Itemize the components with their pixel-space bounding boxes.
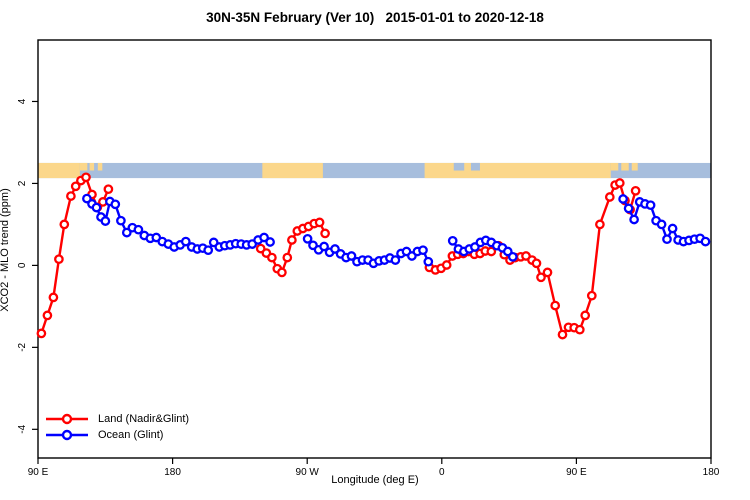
ocean-series-swatch-icon bbox=[46, 429, 88, 441]
legend-label-ocean: Ocean (Glint) bbox=[98, 429, 164, 441]
map-strip-land-segment bbox=[79, 162, 88, 171]
series-ocean-marker bbox=[623, 203, 634, 214]
y-tick-label: 0 bbox=[17, 262, 28, 268]
series-ocean-marker bbox=[110, 199, 121, 210]
legend-label-land: Land (Nadir&Glint) bbox=[98, 413, 190, 425]
map-strip-land-segment bbox=[621, 162, 629, 171]
legend-item-land: Land (Nadir&Glint) bbox=[44, 411, 189, 427]
series-ocean-marker bbox=[180, 236, 191, 247]
series-land-marker bbox=[282, 252, 293, 263]
y-tick-label: 2 bbox=[17, 180, 28, 186]
x-tick-label: 180 bbox=[164, 467, 181, 478]
map-strip-ocean-notch bbox=[453, 162, 465, 171]
legend-item-ocean: Ocean (Glint) bbox=[44, 427, 189, 443]
series-land-marker bbox=[574, 324, 585, 335]
series-ocean-marker bbox=[447, 235, 458, 246]
series-ocean-marker bbox=[700, 236, 711, 247]
series-ocean-marker bbox=[629, 214, 639, 225]
series-ocean-marker bbox=[667, 223, 678, 234]
series-land-marker bbox=[550, 300, 561, 311]
map-strip-land-segment bbox=[97, 162, 103, 171]
map-strip-land-segment bbox=[610, 162, 619, 171]
series-land-marker bbox=[66, 191, 76, 201]
map-strip-land-segment bbox=[262, 162, 323, 179]
series-land-marker bbox=[267, 252, 277, 263]
series-ocean-marker bbox=[662, 234, 672, 245]
x-tick-label: 0 bbox=[439, 467, 445, 478]
series-ocean-marker bbox=[418, 245, 428, 256]
map-strip-land-segment bbox=[424, 162, 611, 179]
series-land-marker bbox=[614, 178, 625, 188]
series-ocean-marker bbox=[265, 237, 275, 247]
series-land-marker bbox=[586, 290, 597, 301]
chart-title: 30N-35N February (Ver 10) 2015-01-01 to … bbox=[206, 10, 544, 25]
series-ocean-marker bbox=[346, 251, 357, 261]
series-ocean-marker bbox=[645, 200, 656, 211]
series-ocean-marker bbox=[319, 241, 329, 252]
series-land-marker bbox=[36, 328, 47, 339]
series-ocean-marker bbox=[116, 215, 126, 226]
series-ocean-marker bbox=[203, 245, 214, 256]
series-land-marker bbox=[314, 217, 325, 228]
series-land-marker bbox=[531, 258, 542, 269]
series-land-marker bbox=[557, 329, 568, 340]
series-ocean-marker bbox=[618, 194, 628, 204]
legend: Land (Nadir&Glint) Ocean (Glint) bbox=[44, 411, 189, 443]
y-tick-label: 4 bbox=[17, 98, 28, 104]
x-tick-label: 90 E bbox=[28, 467, 49, 478]
series-land-marker bbox=[287, 235, 297, 245]
x-axis-label: Longitude (deg E) bbox=[331, 474, 419, 486]
series-ocean-marker bbox=[133, 224, 144, 235]
series-land-marker bbox=[59, 219, 70, 230]
series-land-marker bbox=[81, 172, 91, 183]
series-ocean-marker bbox=[656, 219, 667, 230]
series-land-marker bbox=[103, 184, 114, 195]
y-tick-label: -2 bbox=[17, 342, 28, 351]
series-ocean-marker bbox=[507, 251, 518, 262]
y-axis-label: XCO2 - MLO trend (ppm) bbox=[0, 188, 11, 312]
series-land-marker bbox=[441, 260, 452, 270]
map-strip-ocean-notch bbox=[470, 162, 480, 171]
series-land-marker bbox=[42, 310, 53, 321]
series-land-marker bbox=[542, 267, 553, 278]
series-land-marker bbox=[486, 246, 497, 257]
map-strip-land-segment bbox=[38, 162, 80, 179]
x-tick-label: 90 W bbox=[296, 467, 320, 478]
series-ocean-marker bbox=[302, 233, 313, 244]
plot-box bbox=[37, 39, 712, 459]
series-ocean-marker bbox=[423, 256, 434, 267]
x-tick-label: 180 bbox=[703, 467, 720, 478]
series-ocean-marker bbox=[390, 255, 401, 265]
series-ocean-marker bbox=[100, 216, 111, 226]
map-strip-land-segment bbox=[89, 162, 95, 171]
series-land-marker bbox=[54, 254, 64, 265]
series-land-marker bbox=[536, 272, 546, 283]
series-land-marker bbox=[604, 192, 615, 202]
series-land-marker bbox=[48, 292, 59, 303]
series-land-marker bbox=[70, 181, 81, 192]
series-land-marker bbox=[580, 310, 591, 321]
series-land-marker bbox=[630, 185, 641, 196]
series-land-marker bbox=[320, 228, 330, 239]
x-tick-label: 90 E bbox=[566, 467, 587, 478]
series-ocean-marker bbox=[91, 202, 102, 213]
series-ocean-marker bbox=[259, 232, 269, 243]
series-land-marker bbox=[277, 267, 287, 278]
y-tick-label: -4 bbox=[17, 424, 28, 433]
series-land-marker bbox=[595, 219, 605, 230]
land-series-swatch-icon bbox=[46, 413, 88, 425]
map-strip-land-segment bbox=[631, 162, 638, 171]
